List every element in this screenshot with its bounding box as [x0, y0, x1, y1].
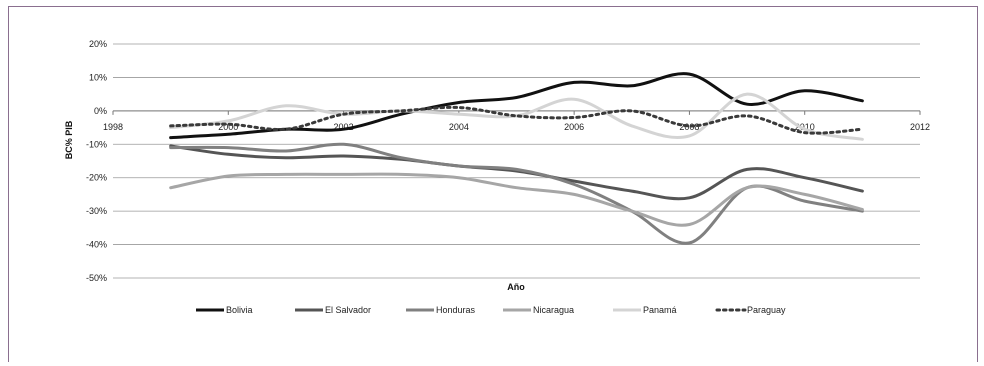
x-tick-label: 2012	[910, 122, 930, 132]
x-tick-label: 2004	[449, 122, 469, 132]
x-axis-title: Año	[507, 282, 525, 292]
series-line-el-salvador	[169, 144, 864, 201]
y-axis-title: BC% PIB	[64, 120, 74, 159]
legend: Bolivia El Salvador Honduras Nicaragua Panam…	[196, 305, 786, 315]
legend-label: Paraguay	[747, 305, 786, 315]
y-tick-labels: 20% 10% 0% -10% -20% -30% -40% -50%	[86, 39, 107, 283]
y-tick-label: -50%	[86, 273, 107, 283]
series-line-nicaragua	[169, 172, 864, 227]
x-tick-label: 2000	[218, 122, 238, 132]
y-tick-label: -10%	[86, 139, 107, 149]
series-line-honduras	[169, 142, 864, 245]
series-lines	[169, 72, 864, 245]
x-tick-label: 2006	[564, 122, 584, 132]
y-tick-label: -20%	[86, 173, 107, 183]
legend-label: Bolivia	[226, 305, 253, 315]
chart-frame	[8, 6, 978, 362]
y-tick-label: 20%	[89, 39, 107, 49]
legend-label: Nicaragua	[533, 305, 574, 315]
series-line-paraguay	[169, 105, 864, 135]
legend-label: Honduras	[436, 305, 476, 315]
legend-label: El Salvador	[325, 305, 371, 315]
y-tick-label: -40%	[86, 240, 107, 250]
y-tick-label: 0%	[94, 106, 107, 116]
x-tick-labels: 1998 2000 2002 2004 2006 2008 2010 2012	[103, 122, 930, 132]
x-tick-label: 2010	[795, 122, 815, 132]
grid-lines	[113, 43, 920, 279]
zero-axis-line	[112, 110, 921, 115]
y-tick-label: 10%	[89, 72, 107, 82]
x-tick-label: 2008	[679, 122, 699, 132]
x-tick-label: 1998	[103, 122, 123, 132]
x-tick-label: 2002	[334, 122, 354, 132]
y-tick-label: -30%	[86, 206, 107, 216]
legend-label: Panamá	[643, 305, 677, 315]
